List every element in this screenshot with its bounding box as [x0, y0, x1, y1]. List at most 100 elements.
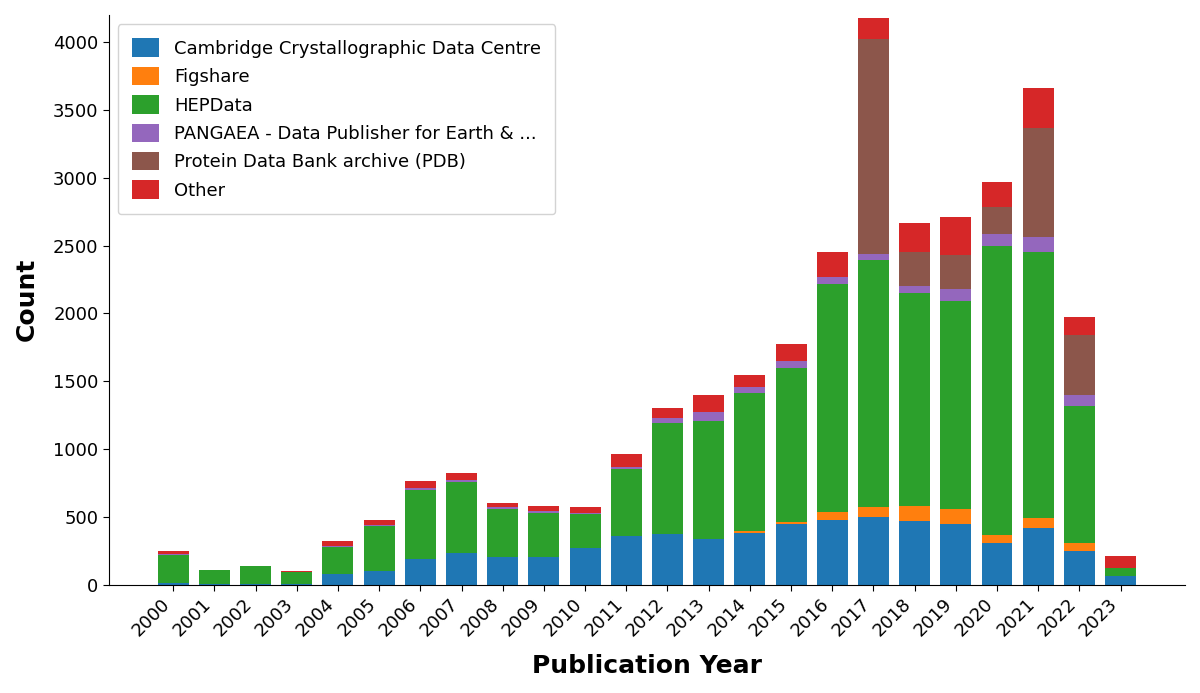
Bar — [281, 572, 312, 584]
Bar — [652, 418, 683, 423]
Bar — [528, 511, 559, 513]
Y-axis label: Count: Count — [14, 258, 38, 342]
Bar — [982, 207, 1013, 234]
Bar — [446, 473, 476, 480]
Bar — [817, 512, 847, 520]
Bar — [1105, 568, 1136, 576]
Bar — [941, 509, 971, 524]
Bar — [611, 469, 642, 536]
Bar — [446, 480, 476, 482]
Bar — [817, 277, 847, 284]
Bar — [899, 252, 930, 286]
Bar — [528, 557, 559, 585]
Bar — [364, 525, 395, 526]
Bar — [1022, 518, 1054, 527]
Bar — [652, 534, 683, 585]
Bar — [1105, 576, 1136, 585]
Bar — [487, 509, 518, 557]
Bar — [734, 531, 766, 533]
Bar — [364, 520, 395, 525]
Bar — [817, 520, 847, 585]
Bar — [652, 423, 683, 534]
Bar — [570, 507, 600, 513]
Bar — [487, 503, 518, 507]
Bar — [528, 513, 559, 557]
Bar — [323, 546, 353, 547]
Bar — [858, 254, 889, 261]
Bar — [528, 506, 559, 511]
Bar — [694, 538, 724, 585]
Bar — [858, 261, 889, 507]
Bar — [1064, 317, 1094, 335]
Bar — [404, 490, 436, 559]
Bar — [941, 289, 971, 301]
Bar — [1022, 252, 1054, 518]
Bar — [1064, 551, 1094, 585]
Bar — [570, 548, 600, 585]
Bar — [404, 559, 436, 585]
Bar — [858, 19, 889, 40]
Bar — [611, 455, 642, 467]
Bar — [611, 536, 642, 585]
Bar — [199, 570, 230, 584]
Bar — [487, 507, 518, 509]
Bar — [775, 361, 806, 368]
Bar — [694, 421, 724, 538]
Bar — [982, 543, 1013, 585]
Bar — [899, 223, 930, 252]
Bar — [1064, 335, 1094, 395]
Bar — [570, 514, 600, 548]
Bar — [775, 522, 806, 524]
Bar — [1022, 88, 1054, 128]
Bar — [982, 182, 1013, 207]
Bar — [941, 301, 971, 509]
Bar — [1064, 395, 1094, 406]
Bar — [775, 368, 806, 522]
Bar — [611, 467, 642, 469]
Bar — [157, 555, 188, 584]
Bar — [323, 547, 353, 574]
Bar — [858, 507, 889, 517]
Legend: Cambridge Crystallographic Data Centre, Figshare, HEPData, PANGAEA - Data Publis: Cambridge Crystallographic Data Centre, … — [118, 24, 556, 214]
X-axis label: Publication Year: Publication Year — [532, 654, 762, 678]
Bar — [734, 533, 766, 585]
Bar — [240, 566, 271, 584]
Bar — [1022, 128, 1054, 238]
Bar — [941, 217, 971, 255]
Bar — [775, 524, 806, 585]
Bar — [734, 387, 766, 393]
Bar — [652, 407, 683, 418]
Bar — [364, 571, 395, 585]
Bar — [941, 255, 971, 289]
Bar — [323, 541, 353, 546]
Bar — [446, 482, 476, 554]
Bar — [404, 481, 436, 489]
Bar — [734, 393, 766, 531]
Bar — [982, 535, 1013, 543]
Bar — [570, 513, 600, 514]
Bar — [899, 293, 930, 506]
Bar — [982, 234, 1013, 246]
Bar — [364, 526, 395, 571]
Bar — [899, 506, 930, 521]
Bar — [694, 395, 724, 412]
Bar — [1064, 406, 1094, 543]
Bar — [817, 284, 847, 512]
Bar — [1105, 556, 1136, 568]
Bar — [817, 252, 847, 277]
Bar — [899, 286, 930, 293]
Bar — [1022, 238, 1054, 252]
Bar — [446, 554, 476, 585]
Bar — [323, 574, 353, 585]
Bar — [941, 524, 971, 585]
Bar — [1022, 527, 1054, 585]
Bar — [404, 489, 436, 490]
Bar — [157, 584, 188, 585]
Bar — [982, 246, 1013, 535]
Bar — [858, 40, 889, 254]
Bar — [157, 552, 188, 554]
Bar — [734, 375, 766, 387]
Bar — [694, 412, 724, 421]
Bar — [858, 517, 889, 585]
Bar — [775, 344, 806, 361]
